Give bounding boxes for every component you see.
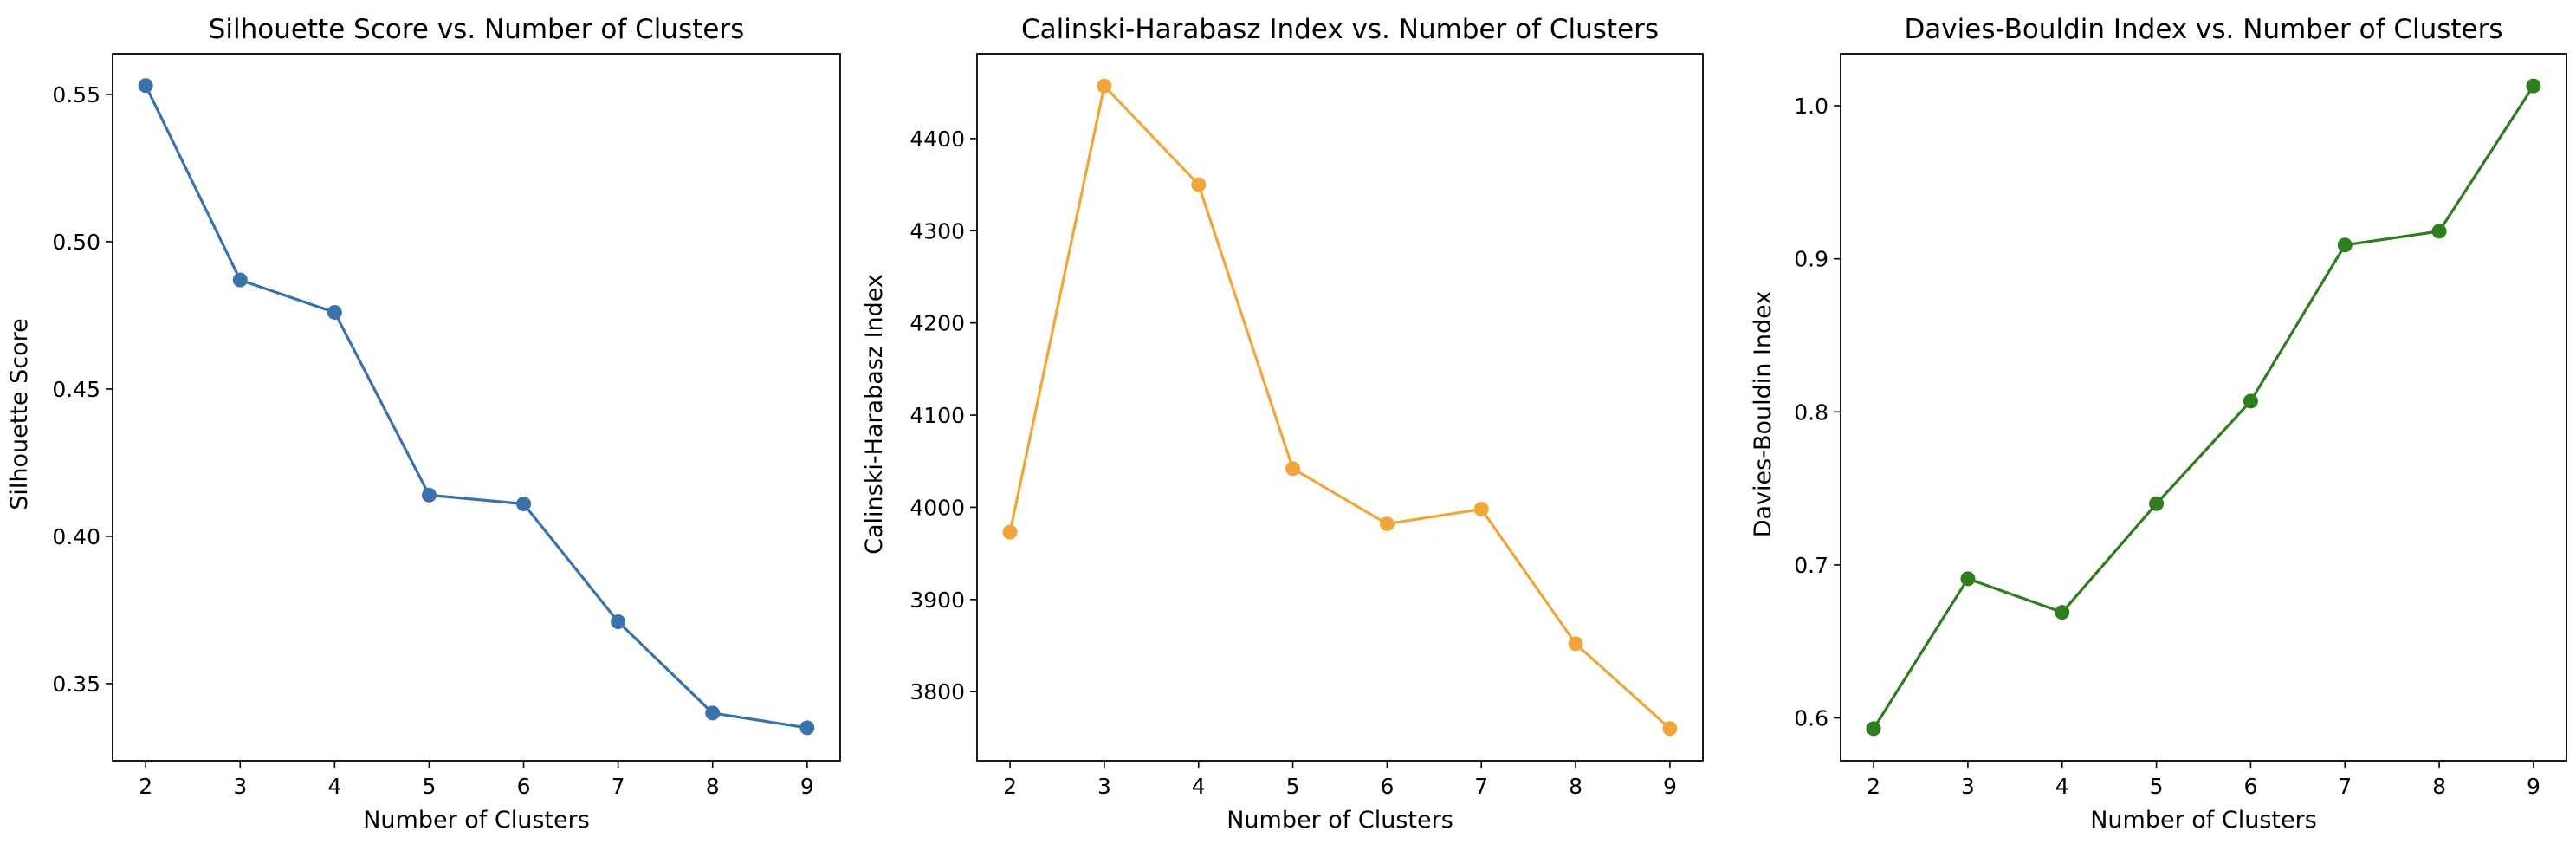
y-tick-label: 0.6 <box>1794 706 1828 731</box>
data-point <box>421 487 437 503</box>
data-point <box>611 614 626 630</box>
chart-title: Calinski-Harabasz Index vs. Number of Cl… <box>1021 14 1659 45</box>
x-tick-label: 4 <box>2055 774 2069 799</box>
axes-frame <box>976 53 1704 762</box>
data-point <box>1960 571 1976 587</box>
y-tick-label: 4300 <box>909 218 965 243</box>
axis-ticks: 2 3 4 5 6 7 8 9 0.6 0.7 0.8 0.9 1.0 <box>1794 94 2540 799</box>
data-point <box>2243 393 2258 409</box>
data-point <box>1097 78 1112 94</box>
axis-ticks: 2 3 4 5 6 7 8 9 0.35 0.40 0.45 0.50 0.55 <box>52 82 813 799</box>
data-point <box>1285 461 1301 477</box>
x-tick-label: 9 <box>800 774 814 799</box>
x-tick-label: 4 <box>1192 774 1206 799</box>
data-point <box>232 272 248 288</box>
y-axis-label: Calinski-Harabasz Index <box>861 274 888 555</box>
y-tick-label: 4200 <box>909 311 965 336</box>
x-tick-label: 8 <box>706 774 720 799</box>
chart-title: Silhouette Score vs. Number of Clusters <box>209 14 745 45</box>
data-point <box>2055 605 2070 620</box>
data-point <box>1473 502 1489 517</box>
y-tick-label: 1.0 <box>1794 94 1828 119</box>
data-point <box>705 705 721 721</box>
series-line <box>1008 84 1671 730</box>
x-tick-label: 5 <box>2150 774 2164 799</box>
chart-panel-calinski-harabasz: Calinski-Harabasz Index vs. Number of Cl… <box>861 14 1704 834</box>
chart-panel-davies-bouldin: Davies-Bouldin Index vs. Number of Clust… <box>1750 14 2567 834</box>
y-axis-label: Silhouette Score <box>6 318 33 510</box>
y-tick-label: 3800 <box>909 679 965 704</box>
x-axis-label: Number of Clusters <box>363 807 590 834</box>
data-point <box>1568 636 1583 652</box>
y-tick-label: 0.40 <box>52 524 100 549</box>
series-line <box>144 85 808 730</box>
y-tick-label: 4400 <box>909 127 965 152</box>
y-tick-label: 4000 <box>909 495 965 520</box>
data-point <box>1866 721 1881 737</box>
y-tick-label: 4100 <box>909 403 965 428</box>
plot-area <box>1866 78 2541 737</box>
data-point <box>1191 177 1207 192</box>
x-tick-label: 3 <box>1097 774 1111 799</box>
y-tick-label: 0.50 <box>52 230 100 255</box>
y-tick-label: 0.9 <box>1794 247 1828 272</box>
y-tick-label: 0.7 <box>1794 553 1828 578</box>
data-point <box>2526 78 2541 94</box>
x-tick-label: 9 <box>2527 774 2540 799</box>
x-tick-label: 7 <box>1474 774 1488 799</box>
data-point <box>799 720 815 736</box>
data-point <box>2149 496 2165 511</box>
x-tick-label: 7 <box>612 774 625 799</box>
x-tick-label: 6 <box>1380 774 1394 799</box>
y-tick-label: 0.8 <box>1794 399 1828 425</box>
x-tick-label: 7 <box>2338 774 2352 799</box>
data-point <box>1379 516 1395 532</box>
chart-panel-silhouette: Silhouette Score vs. Number of Clusters … <box>6 14 841 834</box>
x-tick-label: 9 <box>1663 774 1677 799</box>
data-point <box>1002 524 1018 540</box>
y-axis-label: Davies-Bouldin Index <box>1750 291 1777 538</box>
x-axis-label: Number of Clusters <box>2090 807 2317 834</box>
data-point <box>2337 237 2353 253</box>
data-point <box>2431 224 2447 239</box>
x-tick-label: 4 <box>327 774 341 799</box>
axis-ticks: 2 3 4 5 6 7 8 9 3800 3900 4000 4100 4200 4300 4400 <box>909 127 1676 799</box>
plot-area <box>138 78 815 736</box>
x-tick-label: 5 <box>1286 774 1300 799</box>
data-point <box>1662 721 1678 737</box>
y-tick-label: 0.45 <box>52 377 100 402</box>
x-tick-label: 6 <box>517 774 531 799</box>
x-tick-label: 2 <box>139 774 152 799</box>
data-point <box>138 78 153 94</box>
series-line <box>1872 85 2535 730</box>
x-tick-label: 8 <box>2432 774 2446 799</box>
y-tick-label: 0.55 <box>52 82 100 107</box>
x-tick-label: 8 <box>1569 774 1582 799</box>
y-tick-label: 0.35 <box>52 672 100 697</box>
plot-area <box>1002 78 1678 737</box>
data-point <box>327 305 342 321</box>
x-tick-label: 3 <box>233 774 247 799</box>
y-tick-label: 3900 <box>909 588 965 613</box>
chart-title: Davies-Bouldin Index vs. Number of Clust… <box>1904 14 2502 45</box>
x-tick-label: 3 <box>1961 774 1975 799</box>
x-axis-label: Number of Clusters <box>1227 807 1453 834</box>
x-tick-label: 5 <box>423 774 437 799</box>
x-tick-label: 2 <box>1867 774 1880 799</box>
axes-frame <box>1840 53 2567 762</box>
x-tick-label: 6 <box>2243 774 2257 799</box>
data-point <box>516 497 532 512</box>
x-tick-label: 2 <box>1003 774 1017 799</box>
axes-frame <box>112 53 841 762</box>
